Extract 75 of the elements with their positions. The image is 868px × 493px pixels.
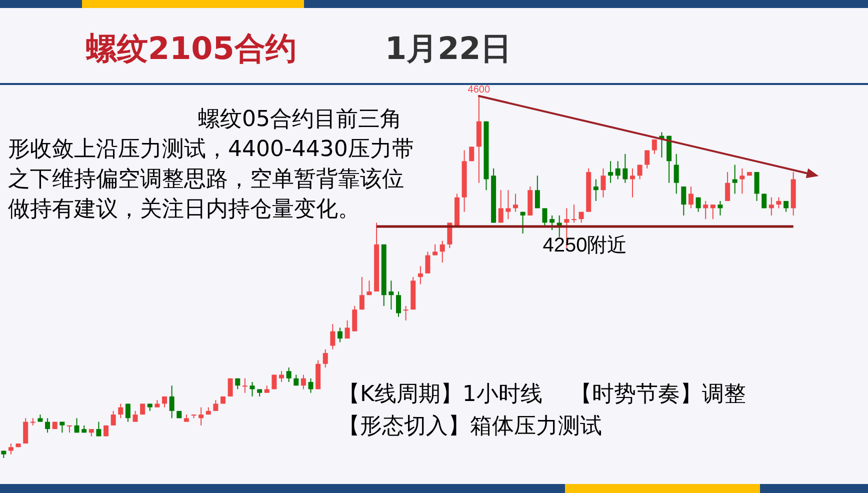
- candlestick: [388, 280, 394, 310]
- candlestick: [550, 214, 555, 230]
- candlestick: [615, 160, 620, 180]
- ref-line-label: 4250附近: [542, 234, 628, 256]
- candlestick: [418, 266, 423, 285]
- candlestick: [440, 240, 445, 264]
- candlestick: [45, 418, 50, 434]
- candlestick: [242, 378, 248, 394]
- candlestick: [630, 168, 635, 198]
- annotation: 螺纹05合约目前三角形收敛上沿压力测试，4400-4430压力带之下维持偏空调整思路，空单暂背靠该位做持有建议，关注日内持仓量变化。: [8, 106, 415, 224]
- candlestick: [637, 164, 642, 180]
- candlestick: [652, 138, 657, 154]
- candlestick: [286, 367, 292, 382]
- candlestick: [534, 175, 540, 209]
- candlestick: [740, 168, 745, 194]
- annotation: 4600: [468, 84, 490, 96]
- candlestick: [403, 305, 408, 321]
- candlestick: [542, 208, 548, 227]
- candlestick: [644, 150, 650, 169]
- candlestick: [118, 403, 124, 419]
- candlestick: [498, 190, 504, 224]
- candlestick: [213, 400, 218, 412]
- candlestick: [352, 305, 358, 332]
- candlestick: [710, 204, 716, 220]
- candlestick: [681, 186, 686, 216]
- candlestick: [432, 244, 438, 256]
- candlestick: [571, 204, 576, 224]
- candlestick: [718, 200, 723, 216]
- candlestick: [600, 168, 606, 198]
- candlestick: [396, 290, 401, 318]
- annotation: 【K线周期】1小时线: [338, 381, 542, 409]
- candlestick: [8, 443, 14, 455]
- candlestick: [425, 251, 430, 274]
- candlestick: [696, 196, 701, 212]
- candlestick: [132, 410, 138, 422]
- candlestick: [279, 370, 284, 382]
- candlestick: [732, 164, 738, 194]
- candlestick: [674, 153, 679, 194]
- candlestick: [198, 406, 204, 426]
- candlestick: [520, 211, 526, 234]
- candlestick: [250, 381, 255, 397]
- chart-title: 螺纹2105合约: [86, 30, 296, 69]
- candlestick: [622, 153, 628, 184]
- candlestick: [272, 374, 277, 390]
- candlestick: [754, 172, 760, 202]
- candlestick: [506, 190, 511, 220]
- candlestick: [322, 348, 328, 368]
- candlestick: [23, 418, 28, 444]
- candlestick: [768, 196, 774, 216]
- candlestick: [228, 378, 233, 397]
- candlestick: [512, 193, 518, 212]
- annotation: 【形态切入】箱体压力测试: [338, 413, 602, 441]
- candlestick: [776, 196, 782, 209]
- candlestick: [593, 178, 598, 202]
- candlestick: [96, 421, 102, 437]
- candlestick: [74, 418, 80, 434]
- candlestick: [688, 186, 694, 209]
- chart-subtitle: 1月22日: [385, 30, 512, 69]
- candlestick: [366, 280, 372, 296]
- candlestick: [110, 410, 116, 426]
- candlestick: [359, 276, 364, 310]
- candlestick: [725, 172, 730, 202]
- candlestick: [762, 193, 767, 209]
- candlestick: [125, 403, 130, 422]
- candlestick: [608, 160, 614, 184]
- candlestick: [308, 378, 314, 394]
- candlestick: [469, 146, 474, 162]
- annotation: 【时势节奏】调整: [570, 381, 746, 409]
- candlestick: [300, 374, 306, 390]
- candlestick: [169, 385, 174, 419]
- candlestick: [703, 200, 708, 220]
- candlestick: [30, 418, 36, 426]
- candlestick: [344, 320, 350, 340]
- candlestick: [338, 327, 343, 343]
- candlestick: [330, 324, 336, 350]
